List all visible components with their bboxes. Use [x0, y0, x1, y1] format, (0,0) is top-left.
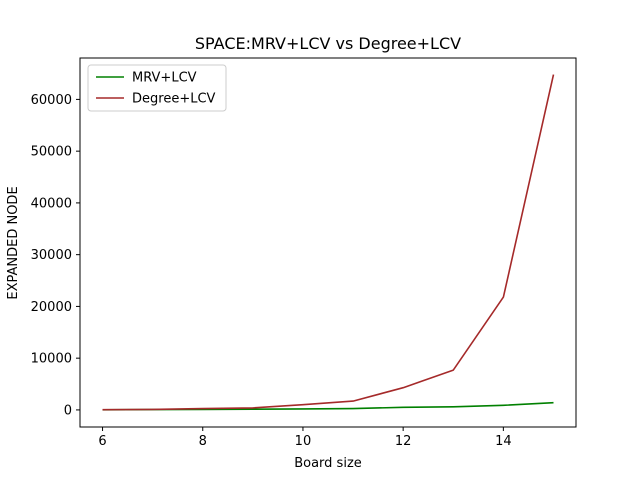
series-line-2: [102, 74, 555, 411]
y-tick-label: 20000: [31, 300, 72, 315]
y-tick-label: 30000: [31, 248, 72, 263]
y-tick-label: 50000: [31, 145, 72, 160]
y-tick-label: 40000: [31, 196, 72, 211]
y-tick-label: 10000: [31, 352, 72, 367]
axes: 6 8 10 12 14 0 10000 20000 30000 40000 50000 60000: [31, 57, 577, 449]
chart-title: SPACE:MRV+LCV vs Degree+LCV: [195, 34, 461, 53]
x-tick-label: 10: [295, 434, 312, 449]
x-tick-label: 6: [98, 434, 106, 449]
legend-label-2: Degree+LCV: [132, 92, 216, 107]
x-tick-label: 14: [495, 434, 512, 449]
x-tick-label: 8: [199, 434, 207, 449]
plot-area: [102, 74, 555, 411]
legend-label-1: MRV+LCV: [132, 71, 197, 86]
x-axis-label: Board size: [294, 456, 362, 471]
y-axis-label: EXPANDED NODE: [6, 186, 21, 299]
x-tick-label: 12: [395, 434, 412, 449]
y-tick-label: 60000: [31, 93, 72, 108]
axes-frame: [79, 57, 577, 428]
y-tick-label: 0: [64, 403, 72, 418]
legend: MRV+LCV Degree+LCV: [87, 64, 227, 112]
